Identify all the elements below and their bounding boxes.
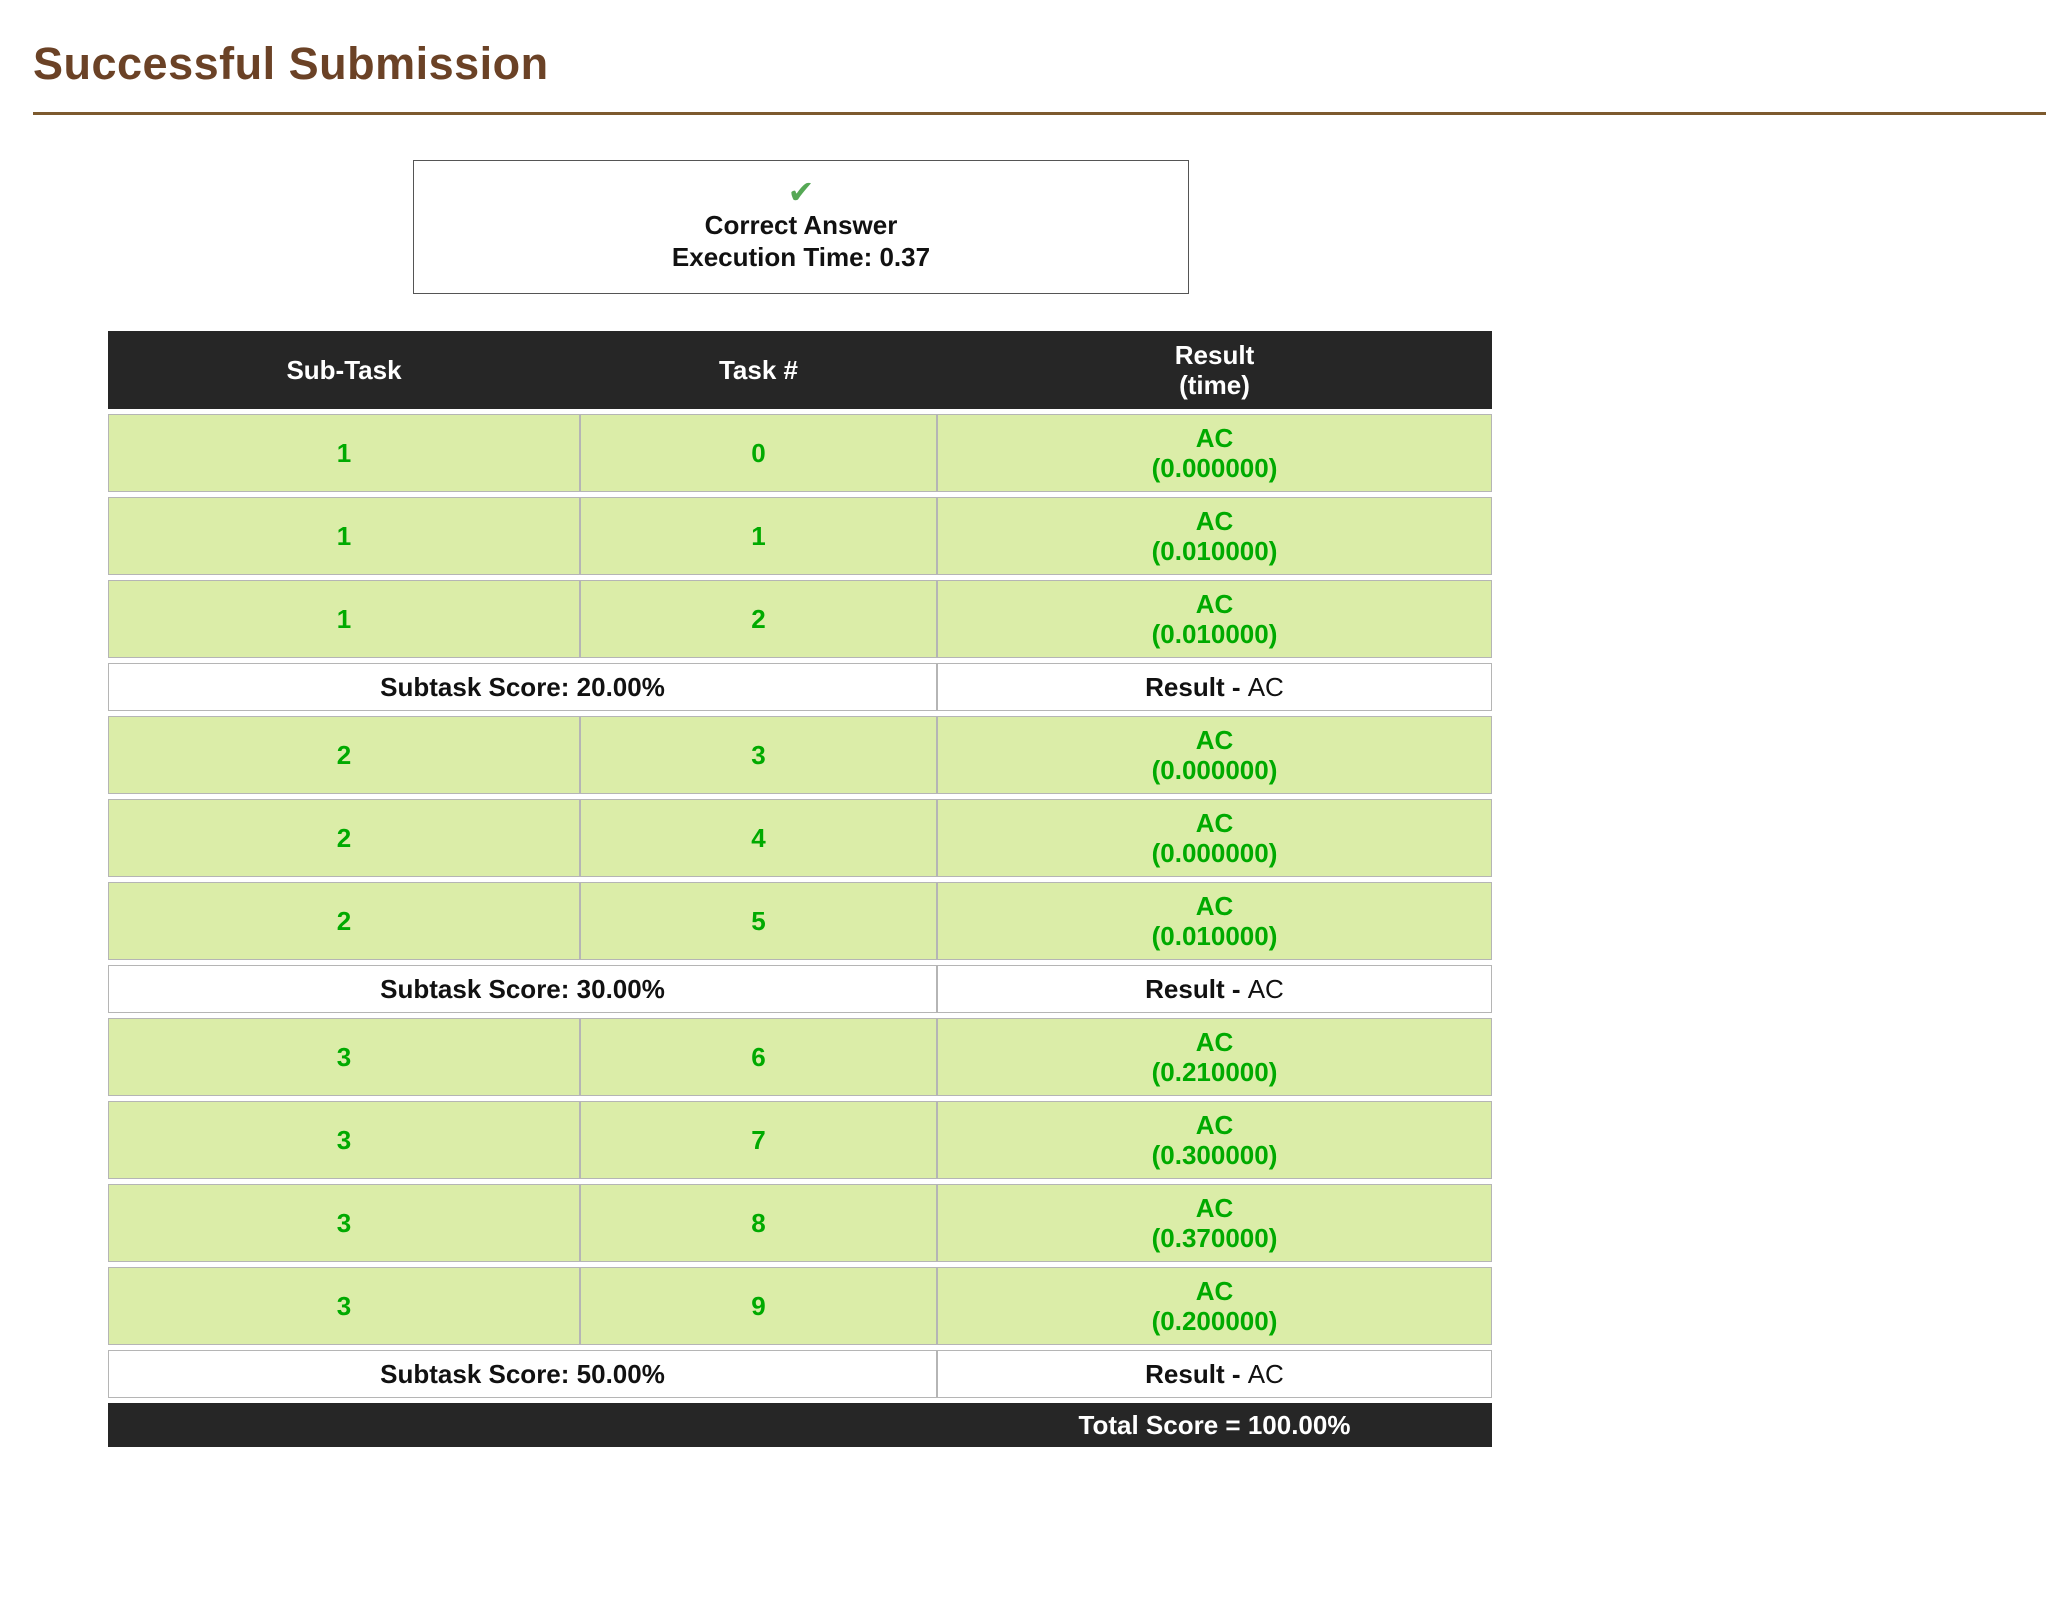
result-time: (0.010000) [1151,536,1278,566]
total-score-label: Total Score = 100.00% [937,1403,1492,1447]
table-row: 2 3 AC (0.000000) [108,716,1492,794]
check-icon: ✔ [787,174,815,210]
result-verdict: AC [1195,506,1234,536]
result-cell: AC (0.200000) [937,1267,1492,1345]
table-row: 3 8 AC (0.370000) [108,1184,1492,1262]
table-row: 3 6 AC (0.210000) [108,1018,1492,1096]
table-row: 2 5 AC (0.010000) [108,882,1492,960]
subtask-cell: 1 [108,580,580,658]
result-time: (0.000000) [1151,453,1278,483]
result-verdict: AC [1195,808,1234,838]
table-row: 1 1 AC (0.010000) [108,497,1492,575]
subtask-score-row: Subtask Score: 30.00% Result - AC [108,965,1492,1013]
verdict-box: ✔ Correct Answer Execution Time: 0.37 [413,160,1189,294]
result-cell: AC (0.000000) [937,716,1492,794]
subtask-result-value: AC [1247,672,1284,702]
table-row: 2 4 AC (0.000000) [108,799,1492,877]
result-cell: AC (0.010000) [937,580,1492,658]
table-row: 1 2 AC (0.010000) [108,580,1492,658]
result-time: (0.000000) [1151,755,1278,785]
header-result-line1: Result [1174,340,1255,370]
result-time: (0.200000) [1151,1306,1278,1336]
result-cell: AC (0.010000) [937,497,1492,575]
result-time: (0.000000) [1151,838,1278,868]
subtask-result-value: AC [1247,974,1284,1004]
results-table: Sub-Task Task # Result (time) 1 0 AC (0.… [108,326,1492,1452]
result-time: (0.010000) [1151,619,1278,649]
verdict-text: Correct Answer [704,210,898,240]
result-verdict: AC [1195,725,1234,755]
task-cell: 7 [580,1101,937,1179]
subtask-cell: 1 [108,414,580,492]
header-result: Result (time) [937,331,1492,409]
result-verdict: AC [1195,1193,1234,1223]
header-subtask: Sub-Task [108,331,580,409]
result-cell: AC (0.210000) [937,1018,1492,1096]
table-row: 1 0 AC (0.000000) [108,414,1492,492]
subtask-cell: 3 [108,1184,580,1262]
subtask-result-cell: Result - AC [937,663,1492,711]
task-cell: 8 [580,1184,937,1262]
task-cell: 2 [580,580,937,658]
result-verdict: AC [1195,1027,1234,1057]
subtask-result-label: Result - [1145,672,1241,702]
result-verdict: AC [1195,891,1234,921]
subtask-score-label: Subtask Score: 20.00% [108,663,937,711]
subtask-cell: 3 [108,1018,580,1096]
result-verdict: AC [1195,1276,1234,1306]
table-row: 3 7 AC (0.300000) [108,1101,1492,1179]
subtask-score-label: Subtask Score: 30.00% [108,965,937,1013]
result-cell: AC (0.000000) [937,414,1492,492]
task-cell: 0 [580,414,937,492]
result-time: (0.210000) [1151,1057,1278,1087]
task-cell: 4 [580,799,937,877]
task-cell: 3 [580,716,937,794]
subtask-cell: 2 [108,716,580,794]
table-header-row: Sub-Task Task # Result (time) [108,331,1492,409]
header-task: Task # [580,331,937,409]
title-divider [33,112,2046,115]
result-verdict: AC [1195,589,1234,619]
result-cell: AC (0.300000) [937,1101,1492,1179]
result-cell: AC (0.000000) [937,799,1492,877]
page-title: Successful Submission [33,38,549,89]
result-verdict: AC [1195,1110,1234,1140]
total-score-row: Total Score = 100.00% [108,1403,1492,1447]
result-verdict: AC [1195,423,1234,453]
subtask-score-label: Subtask Score: 50.00% [108,1350,937,1398]
subtask-result-value: AC [1247,1359,1284,1389]
subtask-cell: 3 [108,1267,580,1345]
task-cell: 6 [580,1018,937,1096]
subtask-result-label: Result - [1145,974,1241,1004]
result-time: (0.010000) [1151,921,1278,951]
table-row: 3 9 AC (0.200000) [108,1267,1492,1345]
header-result-line2: (time) [1179,370,1250,400]
total-score-spacer [108,1403,937,1447]
task-cell: 1 [580,497,937,575]
subtask-cell: 2 [108,882,580,960]
subtask-cell: 1 [108,497,580,575]
result-cell: AC (0.370000) [937,1184,1492,1262]
subtask-cell: 3 [108,1101,580,1179]
task-cell: 5 [580,882,937,960]
subtask-result-cell: Result - AC [937,965,1492,1013]
subtask-result-label: Result - [1145,1359,1241,1389]
subtask-cell: 2 [108,799,580,877]
result-cell: AC (0.010000) [937,882,1492,960]
subtask-score-row: Subtask Score: 20.00% Result - AC [108,663,1492,711]
task-cell: 9 [580,1267,937,1345]
result-time: (0.370000) [1151,1223,1278,1253]
subtask-result-cell: Result - AC [937,1350,1492,1398]
result-time: (0.300000) [1151,1140,1278,1170]
subtask-score-row: Subtask Score: 50.00% Result - AC [108,1350,1492,1398]
execution-time-text: Execution Time: 0.37 [671,242,931,272]
